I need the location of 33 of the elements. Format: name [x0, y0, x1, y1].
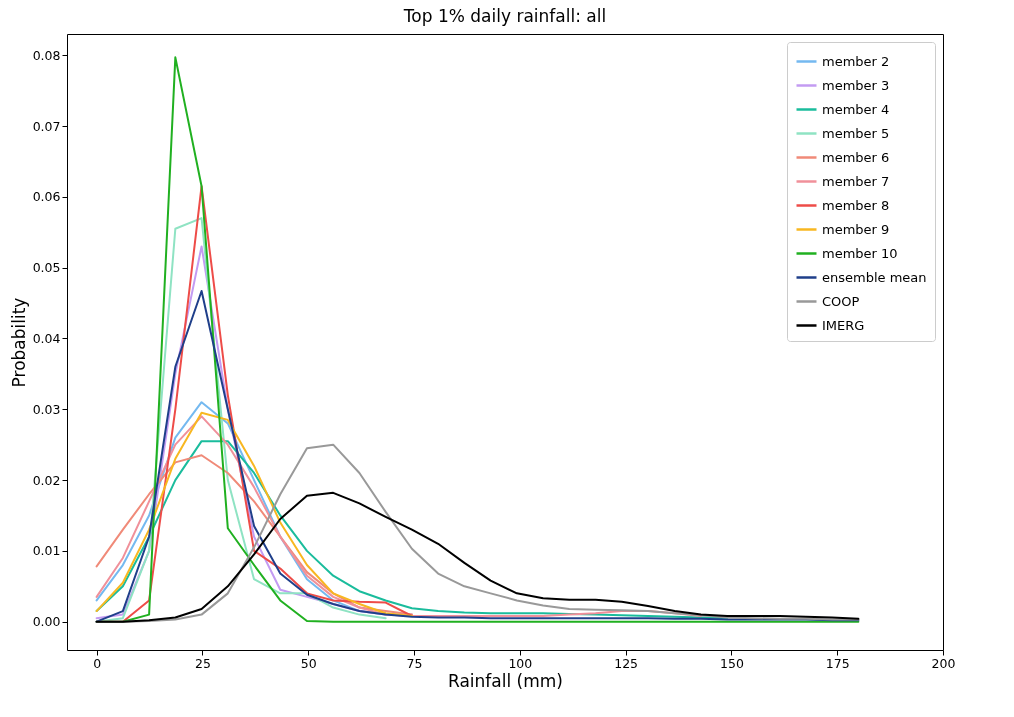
legend-label: member 3: [822, 77, 890, 93]
y-tick-label: 0.06: [32, 189, 61, 205]
chart-title: Top 1% daily rainfall: all: [402, 6, 607, 26]
legend-label: member 4: [822, 101, 890, 117]
x-tick-label: 0: [93, 655, 102, 671]
legend-label: IMERG: [822, 317, 865, 333]
y-tick-label: 0.05: [32, 260, 61, 276]
x-tick-label: 175: [825, 655, 850, 671]
legend-label: COOP: [822, 293, 860, 309]
y-tick-label: 0.00: [32, 614, 61, 630]
y-axis-title: Probability: [8, 297, 29, 388]
x-tick-label: 100: [508, 655, 533, 671]
x-tick-label: 25: [194, 655, 211, 671]
legend-label: member 9: [822, 221, 890, 237]
legend-label: member 10: [822, 245, 898, 261]
legend-label: member 2: [822, 53, 890, 69]
y-tick-label: 0.04: [32, 330, 61, 346]
legend-label: ensemble mean: [822, 269, 927, 285]
x-axis-title: Rainfall (mm): [448, 671, 563, 691]
legend-label: member 7: [822, 173, 890, 189]
y-tick-label: 0.02: [32, 472, 61, 488]
x-tick-label: 200: [931, 655, 956, 671]
y-tick-label: 0.03: [32, 401, 61, 417]
legend-label: member 6: [822, 149, 890, 165]
x-tick-label: 50: [300, 655, 317, 671]
y-tick-label: 0.07: [32, 118, 61, 134]
x-tick-label: 150: [719, 655, 744, 671]
legend-label: member 5: [822, 125, 890, 141]
legend-label: member 8: [822, 197, 890, 213]
x-tick-label: 125: [614, 655, 639, 671]
y-tick-label: 0.08: [32, 47, 61, 63]
x-tick-label: 75: [406, 655, 423, 671]
y-tick-label: 0.01: [32, 543, 61, 559]
